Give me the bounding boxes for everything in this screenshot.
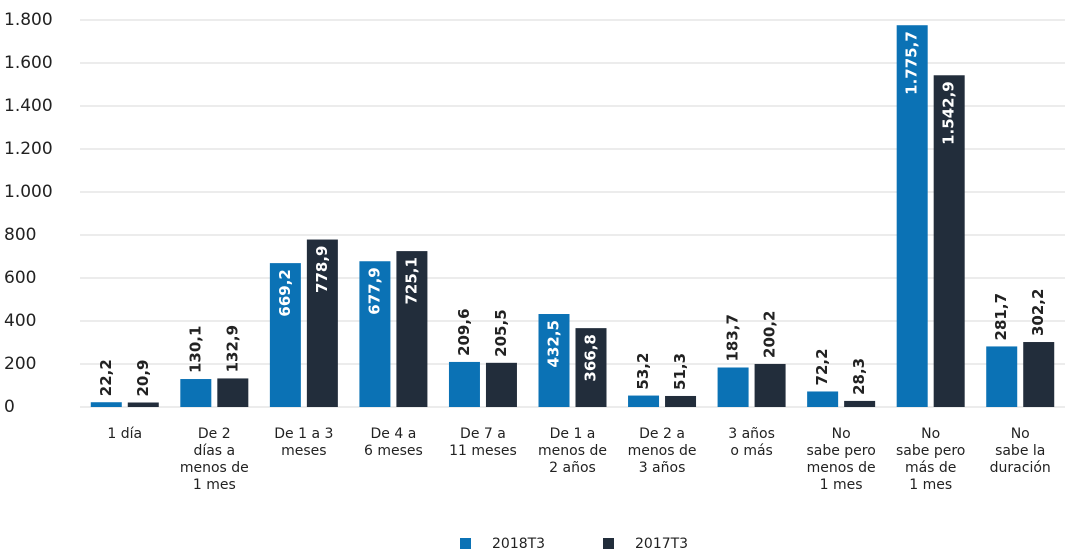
value-label: 778,9 (313, 246, 331, 293)
bar (127, 402, 159, 407)
x-tick-label: De 1 a 3 meses (274, 426, 334, 459)
legend-label: 2017T3 (635, 536, 688, 552)
value-label: 205,5 (492, 309, 510, 356)
value-label: 725,1 (402, 257, 420, 304)
bar (717, 367, 749, 407)
x-tick-label: De 2 a menos de 3 años (627, 426, 697, 476)
bar (90, 402, 122, 407)
x-tick-label: 1 día (107, 426, 143, 442)
bar (933, 75, 965, 408)
bar (628, 395, 660, 407)
y-tick-label: 1.000 (4, 182, 53, 202)
bar (359, 261, 391, 407)
x-tick-label: 3 años o más (728, 426, 775, 459)
bar (807, 391, 839, 407)
legend-swatch (603, 538, 614, 549)
y-tick-label: 400 (4, 311, 36, 331)
value-label: 72,2 (813, 348, 831, 385)
legend-swatch (460, 538, 471, 549)
legend-label: 2018T3 (492, 536, 545, 552)
x-tick-label: No sabe pero menos de 1 mes (806, 426, 876, 493)
value-label: 669,2 (276, 269, 294, 316)
bar (180, 379, 212, 407)
bar (754, 363, 786, 407)
bar (306, 239, 338, 407)
value-label: 183,7 (724, 314, 742, 361)
bar (896, 25, 928, 408)
bar (844, 400, 876, 407)
value-label: 53,2 (634, 353, 652, 390)
y-tick-label: 1.800 (4, 10, 53, 30)
bar (1023, 342, 1055, 407)
y-tick-label: 1.400 (4, 96, 53, 116)
value-label: 20,9 (134, 359, 152, 396)
bar (485, 362, 517, 407)
bar (269, 263, 301, 407)
value-label: 209,6 (455, 308, 473, 355)
x-tick-label: De 4 a 6 meses (363, 426, 423, 459)
y-tick-label: 600 (4, 268, 36, 288)
value-label: 1.775,7 (903, 31, 921, 95)
bar (986, 346, 1018, 407)
value-label: 281,7 (992, 293, 1010, 340)
y-tick-label: 1.200 (4, 139, 53, 159)
x-tick-label: De 1 a menos de 2 años (538, 426, 607, 476)
bar (538, 314, 570, 407)
y-tick-label: 1.600 (4, 53, 53, 73)
bar (217, 378, 249, 407)
value-label: 51,3 (671, 353, 689, 390)
value-label: 132,9 (223, 325, 241, 372)
x-tick-label: De 2 días a menos de 1 mes (179, 426, 249, 493)
bar (396, 251, 428, 407)
bar (448, 361, 480, 407)
y-tick-label: 200 (4, 354, 36, 374)
y-tick-label: 0 (4, 397, 15, 417)
value-label: 130,1 (186, 326, 204, 373)
bar (575, 328, 607, 407)
value-label: 366,8 (582, 334, 600, 381)
value-label: 22,2 (97, 359, 115, 396)
value-label: 302,2 (1029, 289, 1047, 336)
x-tick-label: No sabe la duración (989, 426, 1051, 476)
value-label: 432,5 (545, 320, 563, 367)
bar (665, 395, 697, 407)
value-label: 28,3 (850, 358, 868, 395)
y-tick-label: 800 (4, 225, 36, 245)
x-tick-label: No sabe pero más de 1 mes (896, 426, 966, 493)
value-label: 677,9 (365, 267, 383, 314)
x-tick-label: De 7 a 11 meses (449, 426, 517, 459)
value-label: 1.542,9 (940, 81, 958, 145)
value-label: 200,2 (761, 311, 779, 358)
